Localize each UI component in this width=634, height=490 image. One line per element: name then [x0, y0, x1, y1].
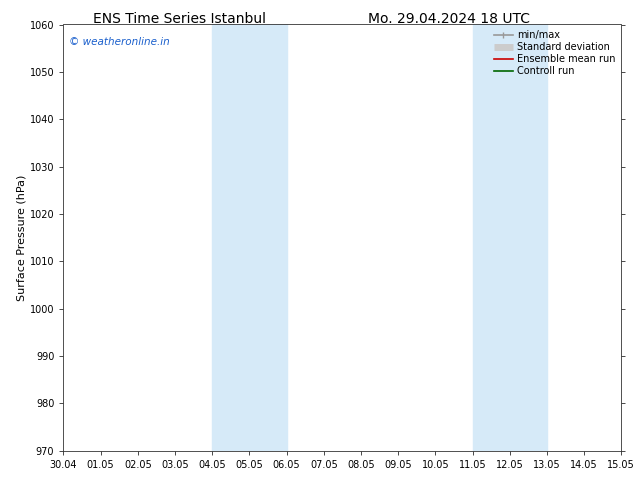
Bar	[472, 24, 547, 451]
Legend: min/max, Standard deviation, Ensemble mean run, Controll run: min/max, Standard deviation, Ensemble me…	[491, 27, 618, 79]
Text: © weatheronline.in: © weatheronline.in	[69, 37, 170, 48]
Bar	[212, 24, 287, 451]
Text: Mo. 29.04.2024 18 UTC: Mo. 29.04.2024 18 UTC	[368, 12, 530, 26]
Text: ENS Time Series Istanbul: ENS Time Series Istanbul	[93, 12, 266, 26]
Y-axis label: Surface Pressure (hPa): Surface Pressure (hPa)	[17, 174, 27, 301]
